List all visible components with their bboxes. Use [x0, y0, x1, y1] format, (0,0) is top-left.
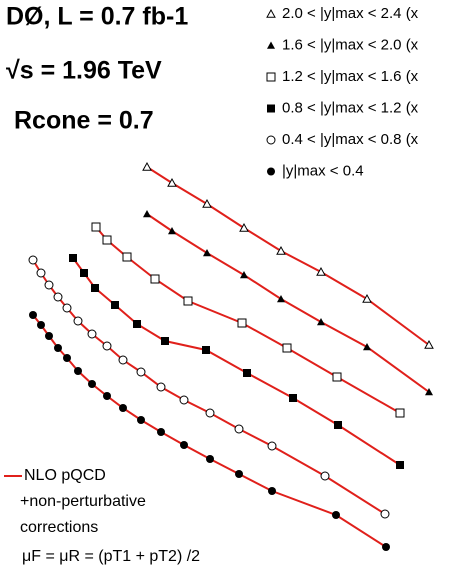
data-point [44, 280, 54, 290]
legend-label: 0.8 < |y|max < 1.2 (x [282, 99, 419, 116]
data-point [69, 254, 77, 262]
data-point [87, 329, 97, 339]
data-point [122, 252, 132, 262]
data-point [179, 395, 189, 405]
data-point [63, 354, 71, 362]
legend-label: 1.6 < |y|max < 2.0 (x [282, 36, 419, 53]
title-line: Rcone = 0.7 [14, 107, 154, 135]
legend-label: 2.0 < |y|max < 2.4 (x [282, 5, 419, 22]
data-point [202, 346, 210, 354]
data-point [118, 355, 128, 365]
annotation: NLO pQCD [24, 467, 106, 484]
data-point [45, 332, 53, 340]
data-point [332, 511, 340, 519]
data-point [156, 382, 166, 392]
data-point [237, 318, 247, 328]
data-point [424, 339, 434, 349]
data-point [334, 421, 342, 429]
data-point [268, 487, 276, 495]
legend-marker [267, 167, 275, 176]
data-point [91, 284, 99, 292]
data-point [91, 222, 101, 232]
data-point [36, 268, 46, 278]
data-point [142, 161, 152, 171]
fit-line [146, 166, 430, 346]
data-point [282, 343, 292, 353]
data-point [240, 271, 248, 279]
data-point [180, 441, 188, 449]
fit-line [95, 226, 401, 414]
title-line: √s = 1.96 TeV [6, 57, 162, 85]
data-point [205, 408, 215, 418]
data-point [119, 404, 127, 412]
data-point [239, 222, 249, 232]
data-point [28, 255, 38, 265]
data-point [363, 343, 371, 351]
title-line: DØ, L = 0.7 fb-1 [6, 3, 188, 31]
data-point [382, 543, 390, 551]
data-point [168, 227, 176, 235]
data-point [62, 303, 72, 313]
data-point [167, 177, 177, 187]
data-point [206, 455, 214, 463]
data-point [396, 461, 404, 469]
data-point [289, 394, 297, 402]
data-point [136, 367, 146, 377]
data-point [133, 320, 141, 328]
data-point [276, 245, 286, 255]
data-point [267, 441, 277, 451]
data-point [317, 318, 325, 326]
data-point [234, 424, 244, 434]
data-point [395, 408, 405, 418]
data-point [88, 380, 96, 388]
data-point [320, 471, 330, 481]
fit-line [146, 213, 430, 393]
data-point [73, 316, 83, 326]
data-point [143, 210, 151, 218]
data-point [380, 509, 390, 519]
annotation: corrections [20, 519, 98, 536]
legend-label: 0.4 < |y|max < 0.8 (x [282, 131, 419, 148]
legend-marker [266, 135, 276, 145]
legend-marker [266, 72, 276, 82]
data-point [425, 388, 433, 396]
data-point [277, 295, 285, 303]
data-point [235, 470, 243, 478]
data-point [53, 292, 63, 302]
data-point [203, 249, 211, 257]
legend-marker [267, 41, 275, 49]
data-point [157, 428, 165, 436]
legend-label: |y|max < 0.4 [282, 162, 364, 179]
data-point [102, 341, 112, 351]
data-point [103, 392, 111, 400]
data-point [37, 321, 45, 329]
annotation: μF = μR = (pT1 + pT2) /2 [22, 548, 200, 565]
data-point [316, 266, 326, 276]
data-point [102, 235, 112, 245]
data-point [80, 269, 88, 277]
data-point [54, 344, 62, 352]
legend-marker [267, 104, 275, 113]
legend-marker [266, 8, 276, 18]
data-point [150, 274, 160, 284]
data-point [74, 367, 82, 375]
data-point [332, 372, 342, 382]
data-point [29, 311, 37, 319]
data-point [111, 301, 119, 309]
annotation: +non-perturbative [20, 493, 146, 510]
data-point [161, 337, 169, 345]
legend-label: 1.2 < |y|max < 1.6 (x [282, 68, 419, 85]
data-point [362, 293, 372, 303]
data-point [202, 198, 212, 208]
data-point [137, 416, 145, 424]
data-point [243, 369, 251, 377]
data-point [183, 296, 193, 306]
